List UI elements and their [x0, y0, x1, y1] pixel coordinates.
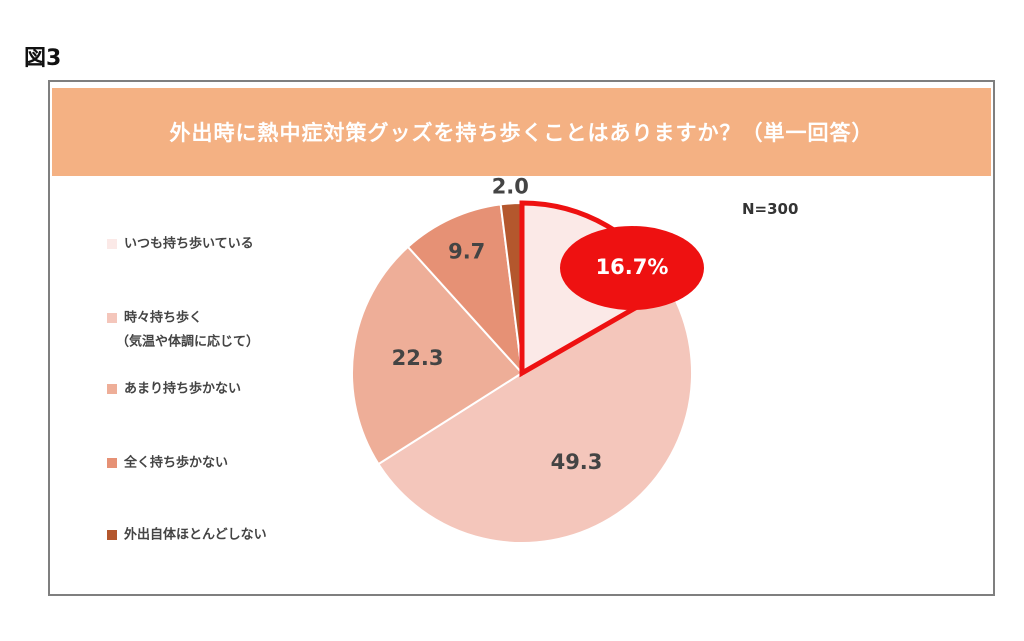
slice-value-label-4: 9.7 [448, 240, 485, 264]
pie-slice-3 [351, 245, 524, 466]
legend-swatch-4 [107, 458, 117, 468]
legend-label-2: 時々持ち歩く [124, 310, 202, 326]
legend-label-3: あまり持ち歩かない [124, 381, 241, 397]
pie-slice-4 [406, 203, 524, 377]
chart-title: 外出時に熱中症対策グッズを持ち歩くことはありますか？（単一回答） [169, 121, 874, 145]
callout-bubble [560, 226, 704, 310]
figure-label: 図3 [24, 46, 62, 71]
legend-label-5: 外出自体ほとんどしない [123, 527, 267, 543]
slice-value-label-2: 49.3 [551, 450, 603, 474]
pie-slices: 49.3 22.3 9.7 2.0 16.7% [351, 174, 704, 545]
slice-value-label-5: 2.0 [492, 174, 529, 198]
legend-swatch-1 [107, 239, 117, 249]
legend-swatch-5 [107, 530, 117, 540]
pie-slice-2 [377, 286, 693, 545]
callout-value-label: 16.7% [596, 255, 669, 279]
chart-title-bar: 外出時に熱中症対策グッズを持ち歩くことはありますか？（単一回答） [52, 88, 991, 176]
legend-label-4: 全く持ち歩かない [123, 455, 228, 471]
legend-label-2-line-2: （気温や体調に応じて） [116, 334, 259, 350]
sample-size-label: N=300 [742, 200, 798, 218]
legend-swatch-3 [107, 384, 117, 394]
legend-swatch-2 [107, 313, 117, 323]
legend-label-1: いつも持ち歩いている [124, 236, 254, 252]
slice-value-label-3: 22.3 [392, 346, 444, 370]
